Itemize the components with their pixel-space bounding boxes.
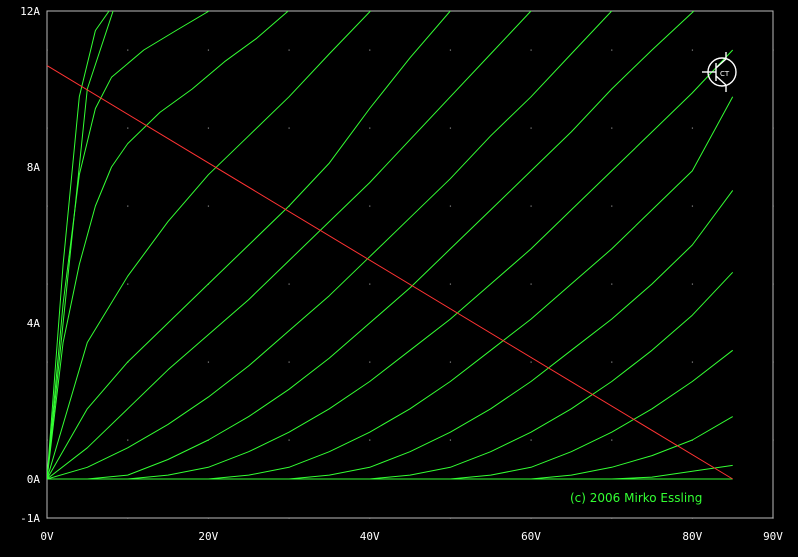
load-line-group <box>46 65 733 480</box>
x-tick-labels: 0V 20V 40V 60V 80V 90V <box>40 530 783 543</box>
grid-dot <box>691 361 694 363</box>
grid-dot <box>127 127 129 129</box>
curve-series-11 <box>47 96 734 480</box>
x-tick-label: 80V <box>682 530 702 543</box>
grid-dot <box>449 49 452 51</box>
x-tick-label: 90V <box>763 530 783 543</box>
grid-dot <box>691 205 694 207</box>
grid-dot <box>611 127 613 129</box>
grid-dot <box>530 439 532 441</box>
y-tick-label: 12A <box>20 5 40 18</box>
grid-dot <box>288 283 290 285</box>
y-tick-label: 8A <box>27 161 41 174</box>
curve-series-8 <box>47 11 613 480</box>
grid-dot <box>207 127 210 129</box>
grid-dot <box>691 283 694 285</box>
curve-series-16 <box>47 464 733 480</box>
y-tick-labels: -1A 0A 4A 8A 12A <box>20 5 40 525</box>
grid-dot <box>207 205 210 207</box>
curve-series-5 <box>47 11 371 480</box>
curve-series-10 <box>47 49 734 480</box>
grid-dot <box>369 205 371 207</box>
x-tick-label: 60V <box>521 530 541 543</box>
grid-dot <box>369 439 371 441</box>
y-tick-label: -1A <box>20 512 40 525</box>
grid-dot <box>288 361 290 363</box>
curve-series-13 <box>47 271 734 480</box>
grid-dot <box>530 361 532 363</box>
grid-dot <box>369 49 371 51</box>
y-tick-label: 4A <box>27 317 41 330</box>
grid-dot <box>288 49 290 51</box>
x-tick-label: 40V <box>360 530 380 543</box>
grid-dot <box>207 361 210 363</box>
curve-series-14 <box>47 349 734 480</box>
grid-dot <box>611 283 613 285</box>
grid-dot <box>530 283 532 285</box>
curve-series-12 <box>47 190 734 480</box>
grid-dot <box>449 127 452 129</box>
x-tick-label: 20V <box>198 530 218 543</box>
curve-series-3 <box>47 11 210 480</box>
grid-dot <box>691 49 694 51</box>
grid-dot <box>611 49 613 51</box>
grid-dot <box>449 205 452 207</box>
svg-text:CT: CT <box>720 70 730 78</box>
plot-frame <box>46 10 774 519</box>
grid-dot <box>449 361 452 363</box>
grid-dot <box>369 361 371 363</box>
grid-dot <box>369 283 371 285</box>
grid-dot <box>288 127 290 129</box>
grid-dot <box>288 439 290 441</box>
grid-dot <box>611 439 613 441</box>
grid-dot <box>369 127 371 129</box>
grid-dot <box>127 49 129 51</box>
curve-series-7 <box>47 11 532 480</box>
grid-dot <box>530 127 532 129</box>
y-tick-label: 0A <box>27 473 41 486</box>
grid-dot <box>207 49 210 51</box>
grid-dot <box>127 205 129 207</box>
grid-dot <box>691 127 694 129</box>
curve-series-group <box>47 11 734 480</box>
grid-dot <box>127 439 129 441</box>
grid-dot <box>611 361 613 363</box>
x-tick-label: 0V <box>40 530 54 543</box>
curve-series-2 <box>47 11 110 480</box>
grid-dot <box>127 283 129 285</box>
transistor-logo-icon: CT <box>702 52 737 92</box>
curve-series-4 <box>47 11 289 480</box>
curve-series-6 <box>47 11 451 480</box>
grid-dot <box>611 205 613 207</box>
grid-dot <box>449 439 452 441</box>
copyright-credit: (c) 2006 Mirko Essling <box>570 491 702 505</box>
load-line <box>46 65 733 480</box>
curve-series-1 <box>47 11 114 480</box>
grid-dot <box>530 49 532 51</box>
curve-series-9 <box>47 11 695 480</box>
grid-dot <box>449 283 452 285</box>
grid-dot <box>530 205 532 207</box>
